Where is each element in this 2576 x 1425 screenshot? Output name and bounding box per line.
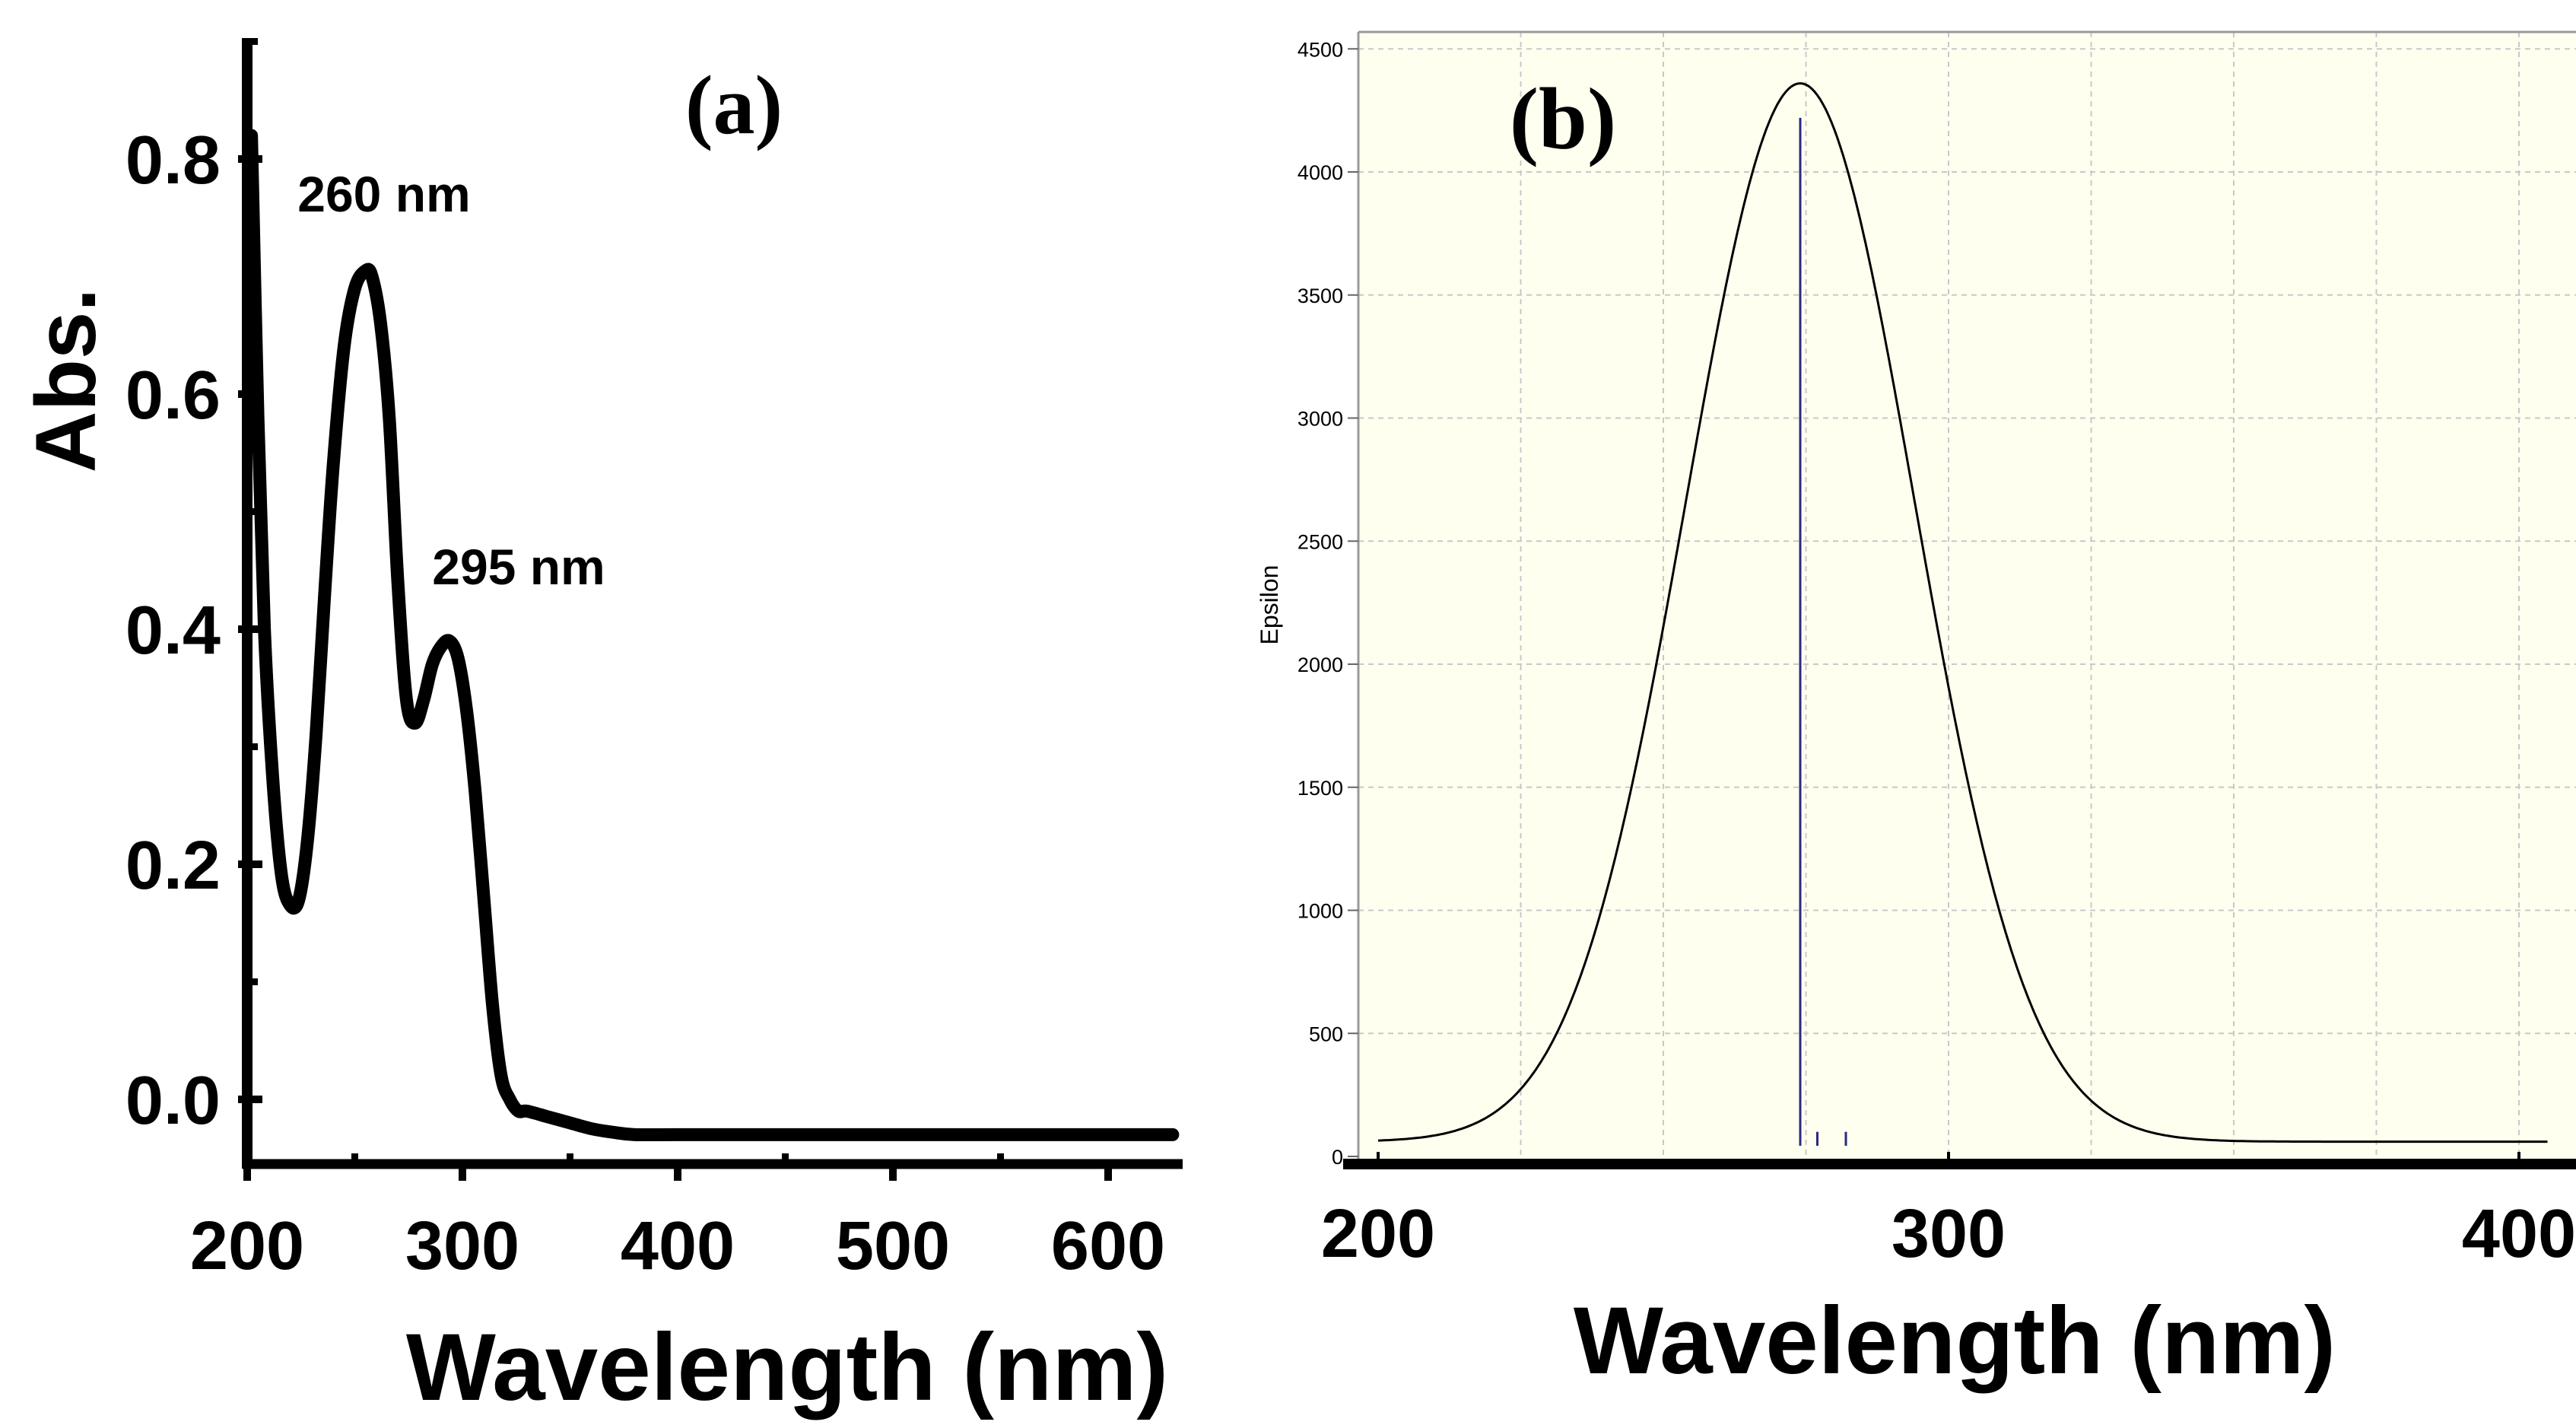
panel-b-y-axis-label: Epsilon — [1256, 565, 1283, 645]
x-tick-label-500: 500 — [836, 1208, 950, 1284]
panel-b-y-tick-label-500: 500 — [1309, 1023, 1343, 1045]
panel-b-x-axis-label: Wavelength (nm) — [1574, 1288, 2336, 1394]
panel-b-x-tick-label-200: 200 — [1321, 1196, 1435, 1272]
series-line-epsilon — [1377, 81, 2548, 1143]
panel-b-label: (b) — [1510, 71, 1617, 167]
panel-a-x-axis-label: Wavelength (nm) — [406, 1315, 1168, 1420]
panel-a-y-ticks: 0.0 0.2 0.4 0.6 0.8 — [125, 38, 262, 1139]
panel-b-y-tick-label-0: 0 — [1332, 1146, 1343, 1169]
panel-a-x-ticks: 200 300 400 500 600 — [190, 1153, 1165, 1284]
panel-b-series — [1377, 81, 2548, 1143]
panel-a-label: (a) — [685, 59, 783, 151]
chart-panel-a: 200 300 400 500 600 0.0 0.2 0.4 0.6 0.8 (a) Abs.… — [18, 38, 1183, 1420]
panel-b-y-tick-label-3000: 3000 — [1298, 408, 1343, 431]
panel-b-y-ticks: 0 500 1000 1500 2000 2500 3000 3500 4000 4500 — [1298, 38, 1358, 1169]
panel-b-stick-lines — [1799, 117, 1847, 1146]
panel-b-grid — [1358, 32, 2576, 1164]
panel-a-series — [245, 129, 1180, 1142]
x-tick-label-200: 200 — [190, 1208, 304, 1284]
panel-b-axes — [1343, 30, 2576, 1169]
panel-b-y-tick-label-2000: 2000 — [1298, 654, 1343, 676]
panel-b-x-ticks: 200 300 400 — [1321, 1152, 2576, 1272]
chart-panel-b: 0 500 1000 1500 2000 2500 3000 3500 4000 4500 200… — [1256, 30, 2576, 1394]
panel-b-x-tick-label-300: 300 — [1892, 1196, 2006, 1272]
series-line-abs — [245, 129, 1180, 1142]
panel-b-y-tick-label-3500: 3500 — [1298, 285, 1343, 307]
annotation-260nm: 260 nm — [297, 166, 470, 222]
x-tick-label-300: 300 — [405, 1208, 519, 1284]
y-tick-label-0p6: 0.6 — [125, 358, 221, 434]
y-tick-label-0p4: 0.4 — [125, 593, 221, 669]
x-tick-label-400: 400 — [621, 1208, 735, 1284]
panel-b-y-tick-label-1500: 1500 — [1298, 777, 1343, 800]
panel-b-x-tick-label-400: 400 — [2462, 1196, 2576, 1272]
x-tick-label-600: 600 — [1051, 1208, 1165, 1284]
panel-b-y-tick-label-1000: 1000 — [1298, 900, 1343, 923]
y-tick-label-0: 0.0 — [125, 1063, 221, 1139]
panel-b-y-tick-label-4500: 4500 — [1298, 38, 1343, 61]
panel-b-y-tick-label-4000: 4000 — [1298, 161, 1343, 184]
panel-a-y-axis-label: Abs. — [18, 288, 113, 473]
y-tick-label-0p2: 0.2 — [125, 828, 221, 904]
panel-b-plot-background — [1358, 32, 2576, 1164]
y-tick-label-0p8: 0.8 — [125, 122, 221, 199]
panel-b-y-tick-label-2500: 2500 — [1298, 530, 1343, 553]
annotation-295nm: 295 nm — [432, 539, 605, 595]
